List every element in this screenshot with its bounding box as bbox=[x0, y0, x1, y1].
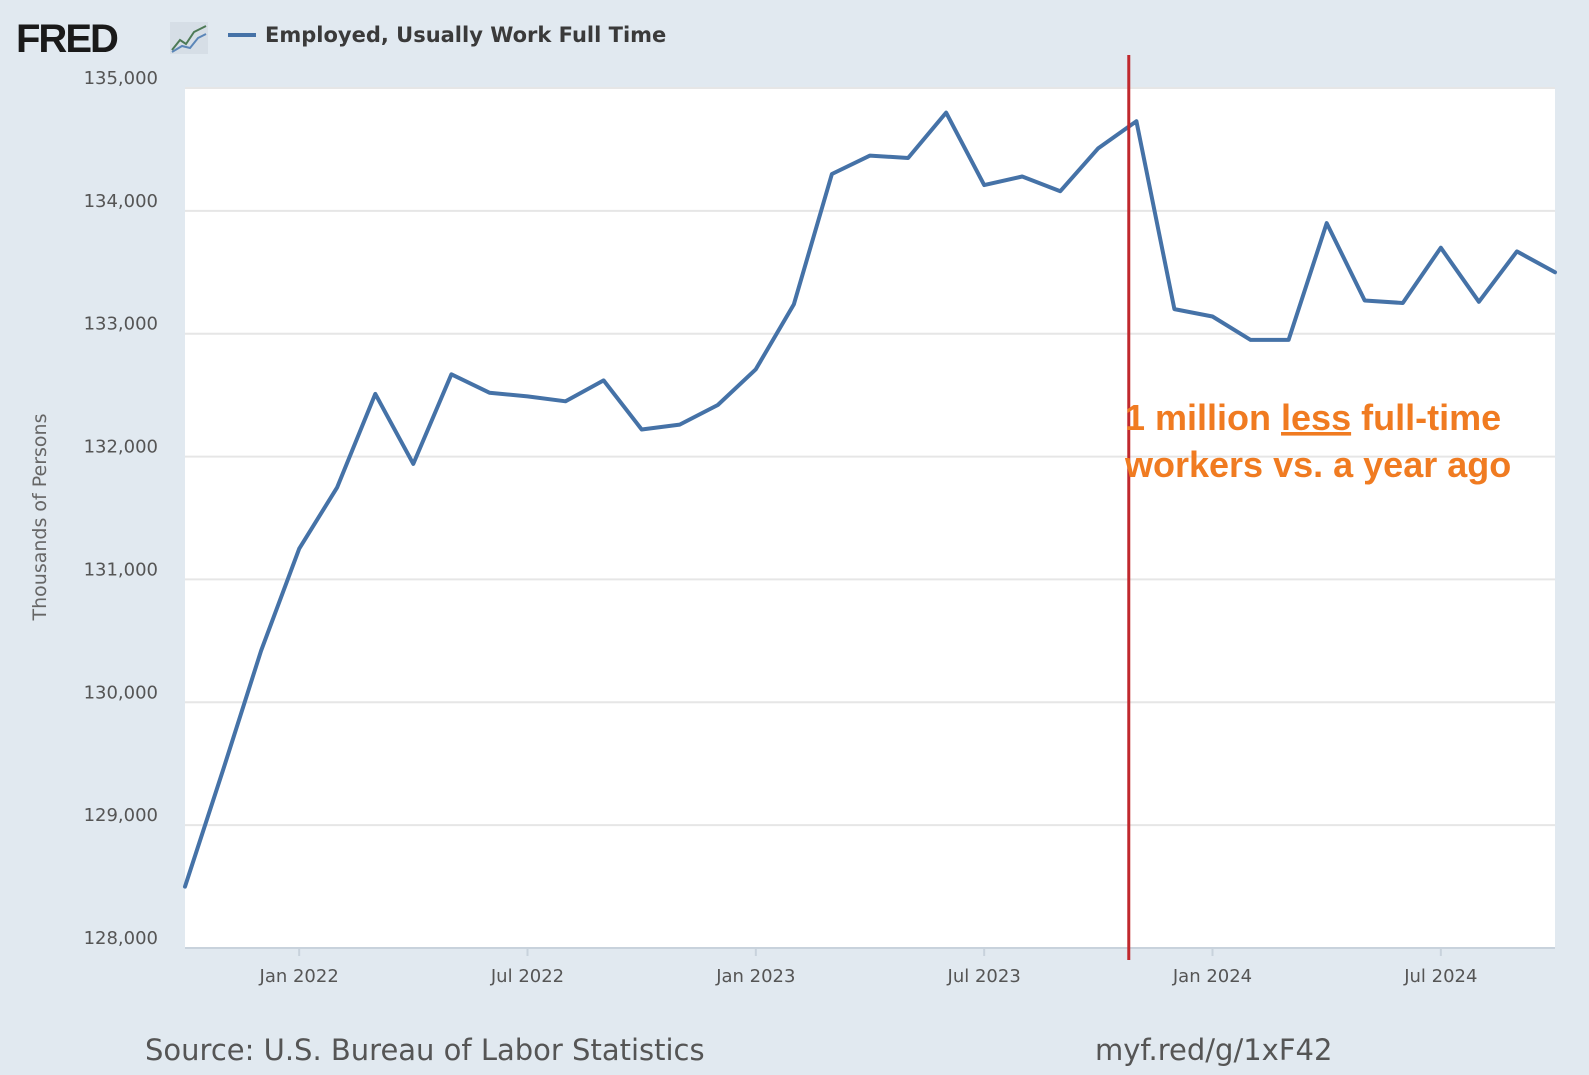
line-chart-icon bbox=[170, 22, 208, 54]
annotation-line2: workers vs. a year ago bbox=[1124, 444, 1511, 485]
series-layer bbox=[183, 110, 1557, 889]
y-tick-label: 130,000 bbox=[84, 682, 158, 703]
x-tick-label: Jul 2022 bbox=[490, 966, 564, 987]
plot-area bbox=[185, 88, 1555, 948]
legend-label: Employed, Usually Work Full Time bbox=[265, 23, 666, 47]
annotation-underlined: less bbox=[1281, 397, 1351, 438]
y-axis-title: Thousands of Persons bbox=[29, 414, 51, 622]
x-tick-label: Jul 2023 bbox=[947, 966, 1021, 987]
x-tick-label: Jan 2024 bbox=[1172, 966, 1252, 987]
y-tick-label: 135,000 bbox=[84, 68, 158, 89]
short-link[interactable]: myf.red/g/1xF42 bbox=[1095, 1033, 1332, 1067]
y-tick-label: 132,000 bbox=[84, 437, 158, 458]
y-tick-label: 134,000 bbox=[84, 191, 158, 212]
x-tick-label: Jan 2022 bbox=[259, 966, 339, 987]
y-tick-label: 133,000 bbox=[84, 314, 158, 335]
fred-logo: FRED bbox=[16, 17, 118, 61]
x-axis-ticks: Jan 2022 Jul 2022 Jan 2023 Jul 2023 Jan 2024… bbox=[185, 947, 1555, 987]
y-tick-label: 129,000 bbox=[84, 805, 158, 826]
x-tick-label: Jan 2023 bbox=[715, 966, 795, 987]
source-text: Source: U.S. Bureau of Labor Statistics bbox=[145, 1033, 705, 1067]
y-axis-ticks: 128,000 129,000 130,000 131,000 132,000 133,0… bbox=[84, 68, 158, 949]
x-tick-label: Jul 2024 bbox=[1403, 966, 1477, 987]
annotation-line1: 1 million less full-time bbox=[1125, 397, 1501, 438]
y-tick-label: 131,000 bbox=[84, 559, 158, 580]
y-tick-label: 128,000 bbox=[84, 928, 158, 949]
annotation: 1 million less full-time workers vs. a y… bbox=[1124, 397, 1511, 485]
